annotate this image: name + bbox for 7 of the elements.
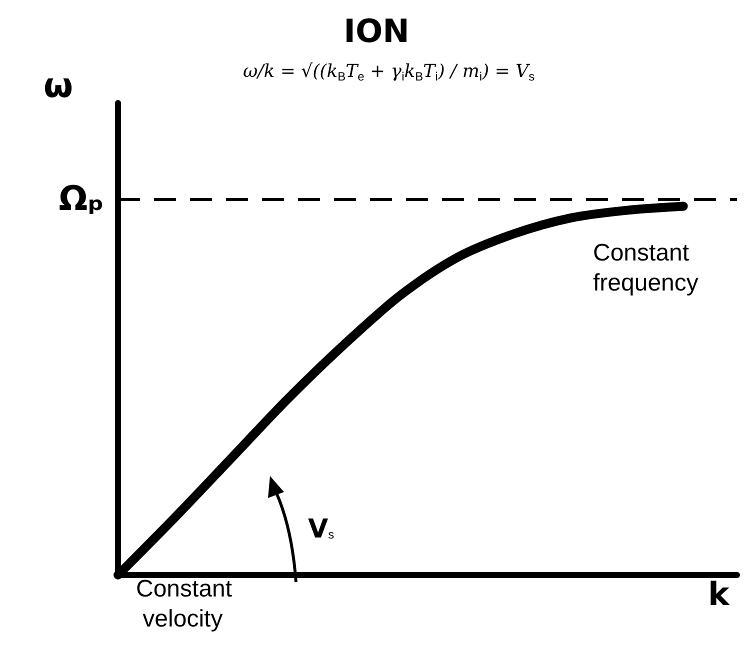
annotation: Constant frequency: [593, 240, 698, 296]
annotation: Vs: [308, 514, 334, 544]
x-axis-title: k: [708, 575, 730, 613]
text: Constant velocity: [136, 576, 232, 632]
y-axis-title: ω: [43, 66, 73, 106]
ref-line-label: Ωₚ: [58, 178, 104, 219]
chart-title: ION: [344, 12, 410, 50]
